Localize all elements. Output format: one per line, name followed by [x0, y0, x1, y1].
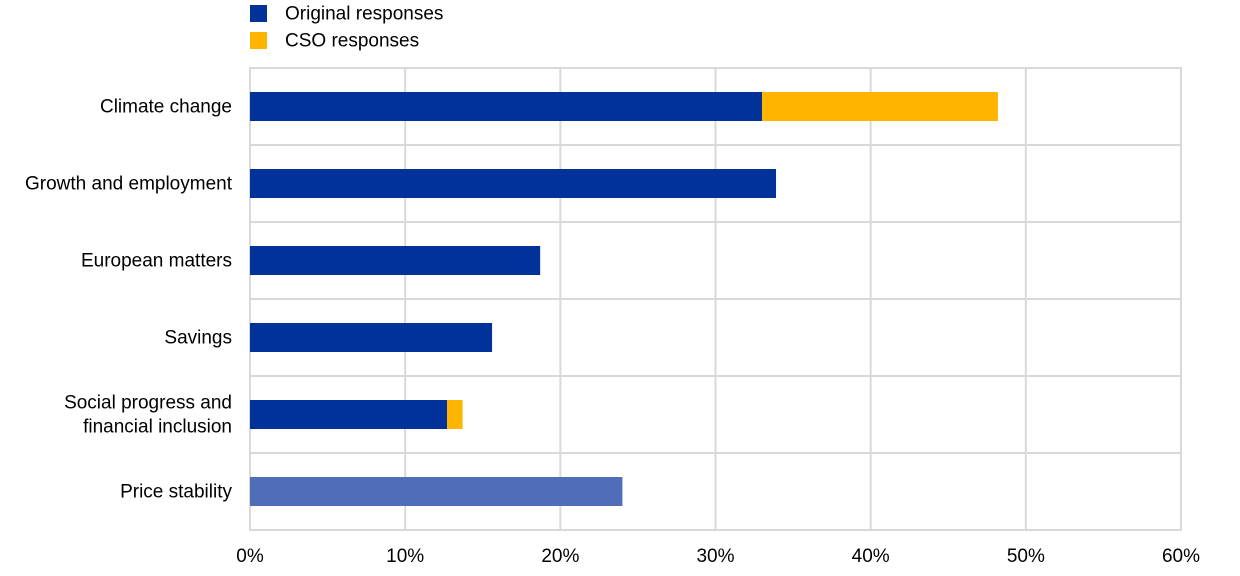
bar-climate-change-original-responses [250, 92, 763, 121]
category-label-social-progress-and-financial-inclusion: Social progress and financial inclusion [64, 392, 232, 437]
gridlines [249, 68, 1182, 530]
category-label-line: Price stability [120, 481, 232, 502]
category-label-line: Social progress and [64, 392, 232, 413]
category-label-climate-change: Climate change [100, 96, 232, 117]
category-label-line: Savings [164, 327, 232, 348]
x-tick-label: 40% [852, 546, 890, 567]
category-label-price-stability: Price stability [120, 481, 232, 502]
plot-area [249, 67, 1182, 531]
bar-european-matters-original-responses [250, 246, 541, 275]
legend-label-original-responses: Original responses [285, 4, 443, 25]
category-label-european-matters: European matters [81, 250, 232, 271]
category-label-savings: Savings [164, 327, 232, 348]
bars [250, 92, 998, 506]
x-tick-label: 0% [236, 546, 264, 567]
x-tick-label: 30% [696, 546, 734, 567]
bar-savings-original-responses [250, 323, 493, 352]
y-axis-labels: Climate change Growth and employment Europ… [25, 96, 233, 502]
bar-social-progress-and-financial-inclusion-original-responses [250, 400, 448, 429]
x-tick-label: 60% [1162, 546, 1200, 567]
category-label-line: Growth and employment [25, 173, 233, 194]
bar-price-stability-original-responses [250, 477, 623, 506]
legend-swatch-original-responses [250, 5, 267, 22]
category-label-growth-and-employment: Growth and employment [25, 173, 233, 194]
x-tick-label: 50% [1007, 546, 1045, 567]
bar-climate-change-cso-responses [762, 92, 998, 121]
legend: Original responses CSO responses [250, 4, 443, 52]
legend-swatch-cso-responses [250, 32, 267, 49]
category-label-line: Climate change [100, 96, 232, 117]
legend-label-cso-responses: CSO responses [285, 31, 419, 52]
x-axis-labels: 0% 10% 20% 30% 40% 50% 60% [236, 546, 1200, 567]
x-tick-label: 20% [541, 546, 579, 567]
bar-growth-and-employment-original-responses [250, 169, 777, 198]
bar-social-progress-and-financial-inclusion-cso-responses [447, 400, 463, 429]
category-label-line: financial inclusion [83, 416, 232, 437]
category-label-line: European matters [81, 250, 232, 271]
x-tick-label: 10% [386, 546, 424, 567]
